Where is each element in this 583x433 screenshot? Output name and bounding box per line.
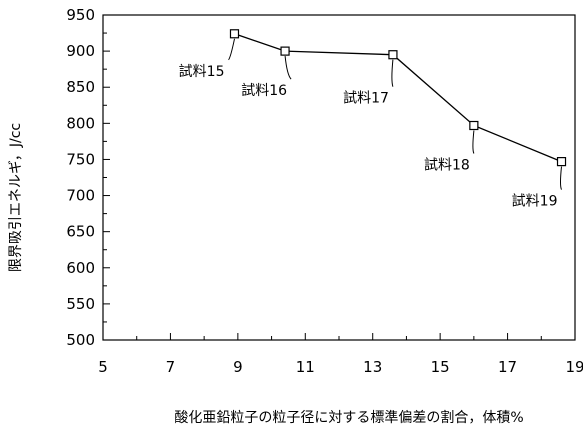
data-point-marker bbox=[558, 158, 566, 166]
x-tick-label: 17 bbox=[498, 358, 517, 376]
y-tick-label: 600 bbox=[66, 259, 95, 277]
x-tick-label: 11 bbox=[296, 358, 315, 376]
annotation-leader bbox=[229, 39, 235, 60]
y-tick-label: 850 bbox=[66, 78, 95, 96]
x-tick-label: 13 bbox=[363, 358, 382, 376]
point-annotations: 試料15 試料16 試料17 試料18 試料19 bbox=[179, 39, 562, 210]
y-axis-title: 限界吸引エネルギ，J/cc bbox=[8, 123, 24, 272]
y-tick-label: 650 bbox=[66, 223, 95, 241]
y-tick-label: 750 bbox=[66, 150, 95, 168]
x-tick-label: 9 bbox=[233, 358, 243, 376]
data-point-label: 試料16 bbox=[241, 83, 287, 99]
x-tick-label: 5 bbox=[98, 358, 108, 376]
x-tick-label: 19 bbox=[565, 358, 583, 376]
data-point-label: 試料15 bbox=[179, 64, 225, 80]
x-tick-label: 15 bbox=[431, 358, 450, 376]
x-axis-title: 酸化亜鉛粒子の粒子径に対する標準偏差の割合，体積% bbox=[174, 409, 523, 426]
y-tick-label: 900 bbox=[66, 42, 95, 60]
annotation-leader bbox=[392, 60, 393, 87]
data-point-marker bbox=[281, 47, 289, 55]
data-point-marker bbox=[230, 30, 238, 38]
data-point-label: 試料18 bbox=[424, 158, 470, 174]
annotation-leader bbox=[285, 56, 291, 79]
annotation-leader bbox=[473, 131, 474, 154]
y-tick-label: 800 bbox=[66, 114, 95, 132]
y-tick-label: 700 bbox=[66, 187, 95, 205]
y-tick-label: 950 bbox=[66, 6, 95, 24]
data-point-label: 試料17 bbox=[343, 91, 389, 107]
data-point-label: 試料19 bbox=[512, 194, 558, 210]
y-tick-label: 550 bbox=[66, 295, 95, 313]
y-tick-label: 500 bbox=[66, 331, 95, 349]
plot-frame bbox=[103, 15, 575, 340]
annotation-leader bbox=[561, 167, 562, 190]
data-point-marker bbox=[470, 122, 478, 130]
plot-border bbox=[103, 15, 575, 340]
x-tick-label: 7 bbox=[166, 358, 176, 376]
data-point-marker bbox=[389, 51, 397, 59]
